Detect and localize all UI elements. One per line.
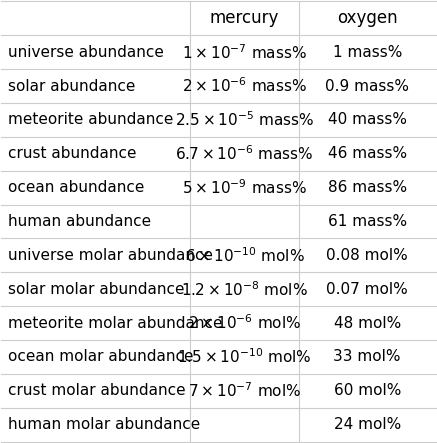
Text: crust abundance: crust abundance <box>8 146 136 161</box>
Text: $2.5\times10^{-5}$ mass%: $2.5\times10^{-5}$ mass% <box>175 111 314 129</box>
Text: solar molar abundance: solar molar abundance <box>8 282 184 297</box>
Text: 1 mass%: 1 mass% <box>333 45 402 60</box>
Text: meteorite abundance: meteorite abundance <box>8 113 173 128</box>
Text: ocean molar abundance: ocean molar abundance <box>8 350 194 365</box>
Text: $7\times10^{-7}$ mol%: $7\times10^{-7}$ mol% <box>188 381 301 400</box>
Text: $2\times10^{-6}$ mass%: $2\times10^{-6}$ mass% <box>182 77 307 95</box>
Text: 86 mass%: 86 mass% <box>328 180 407 195</box>
Text: oxygen: oxygen <box>337 9 398 27</box>
Text: ocean abundance: ocean abundance <box>8 180 144 195</box>
Text: 33 mol%: 33 mol% <box>333 350 401 365</box>
Text: 60 mol%: 60 mol% <box>333 383 401 398</box>
Text: 24 mol%: 24 mol% <box>333 417 401 432</box>
Text: $5\times10^{-9}$ mass%: $5\times10^{-9}$ mass% <box>182 178 307 197</box>
Text: 0.07 mol%: 0.07 mol% <box>326 282 408 297</box>
Text: universe abundance: universe abundance <box>8 45 164 60</box>
Text: 40 mass%: 40 mass% <box>328 113 407 128</box>
Text: 0.08 mol%: 0.08 mol% <box>326 248 408 263</box>
Text: $1\times10^{-7}$ mass%: $1\times10^{-7}$ mass% <box>182 43 307 62</box>
Text: $6\times10^{-10}$ mol%: $6\times10^{-10}$ mol% <box>184 246 305 265</box>
Text: 0.9 mass%: 0.9 mass% <box>325 78 409 93</box>
Text: 48 mol%: 48 mol% <box>333 315 401 330</box>
Text: meteorite molar abundance: meteorite molar abundance <box>8 315 222 330</box>
Text: $2\times10^{-6}$ mol%: $2\times10^{-6}$ mol% <box>188 314 301 332</box>
Text: 61 mass%: 61 mass% <box>328 214 407 229</box>
Text: 46 mass%: 46 mass% <box>328 146 407 161</box>
Text: $6.7\times10^{-6}$ mass%: $6.7\times10^{-6}$ mass% <box>175 144 314 163</box>
Text: $1.2\times10^{-8}$ mol%: $1.2\times10^{-8}$ mol% <box>181 280 308 299</box>
Text: crust molar abundance: crust molar abundance <box>8 383 186 398</box>
Text: mercury: mercury <box>210 9 279 27</box>
Text: $1.5\times10^{-10}$ mol%: $1.5\times10^{-10}$ mol% <box>177 348 312 366</box>
Text: human abundance: human abundance <box>8 214 151 229</box>
Text: solar abundance: solar abundance <box>8 78 135 93</box>
Text: universe molar abundance: universe molar abundance <box>8 248 213 263</box>
Text: human molar abundance: human molar abundance <box>8 417 200 432</box>
